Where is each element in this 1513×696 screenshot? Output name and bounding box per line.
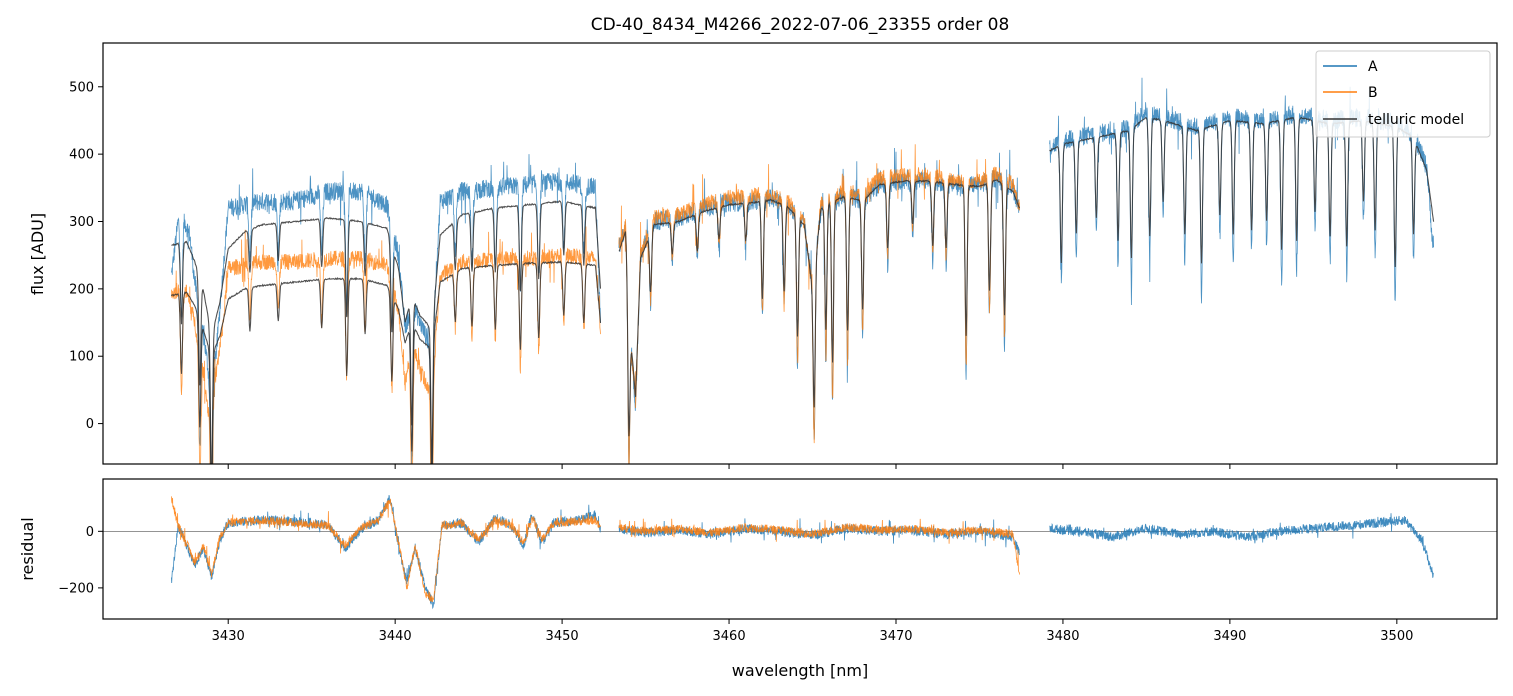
residual-ytick-label: −200 — [58, 581, 94, 596]
residual-xtick-label: 3440 — [379, 629, 412, 644]
legend-frame — [1315, 50, 1491, 138]
series-telluric-model-segment-0 — [171, 200, 602, 464]
flux-ytick-label: 300 — [69, 215, 94, 230]
residual-xtick-label: 3460 — [713, 629, 746, 644]
flux-panel: 0 100 200 300 400 500 flux [ADU] A B telluric… — [28, 42, 1498, 469]
legend: A B telluric model — [1315, 50, 1491, 138]
legend-label-telluric: telluric model — [1368, 112, 1464, 128]
flux-ytick-label: 400 — [69, 148, 94, 163]
residual-series-a-segment-1 — [618, 518, 1020, 555]
flux-ytick-label: 0 — [86, 417, 94, 432]
residual-y-label: residual — [18, 517, 37, 580]
series-telluric-model-segment-1 — [170, 260, 602, 464]
residual-series-b-segment-0 — [171, 496, 601, 603]
residual-xtick-label: 3500 — [1380, 629, 1413, 644]
flux-ytick-label: 500 — [69, 80, 94, 95]
series-a-segment-0 — [171, 154, 601, 464]
series-b-segment-0 — [171, 226, 601, 464]
x-axis-label: wavelength [nm] — [732, 661, 869, 680]
residual-xtick-label: 3480 — [1046, 629, 1079, 644]
flux-y-ticks: 0 100 200 300 400 500 — [69, 80, 103, 432]
flux-axes-frame — [102, 42, 1498, 465]
residual-series-b-segment-1 — [618, 518, 1020, 575]
flux-ytick-label: 100 — [69, 350, 94, 365]
legend-label-a: A — [1368, 59, 1378, 75]
residual-xtick-label: 3490 — [1213, 629, 1246, 644]
legend-label-b: B — [1368, 85, 1378, 101]
residual-x-ticks: 3430 3440 3450 3460 3470 3480 3490 3500 — [212, 619, 1413, 644]
flux-y-label: flux [ADU] — [28, 213, 47, 295]
residual-series-a-segment-0 — [171, 494, 601, 610]
residual-axes-frame — [102, 478, 1498, 620]
residual-ytick-label: 0 — [86, 525, 94, 540]
residual-xtick-label: 3470 — [879, 629, 912, 644]
flux-ytick-label: 200 — [69, 282, 94, 297]
chart-title: CD-40_8434_M4266_2022-07-06_23355 order … — [591, 15, 1010, 35]
residual-xtick-label: 3450 — [546, 629, 579, 644]
residual-plot-area — [103, 494, 1497, 610]
residual-series-a-segment-2 — [1049, 513, 1434, 579]
series-telluric-model-segment-2 — [618, 179, 1021, 437]
flux-plot-area — [170, 77, 1435, 464]
residual-xtick-label: 3430 — [212, 629, 245, 644]
flux-x-ticks — [227, 464, 1398, 469]
residual-panel: −200 0 3430 3440 3450 3460 3470 3480 3490 3500 r… — [18, 478, 1498, 680]
residual-y-ticks: −200 0 — [58, 525, 103, 596]
